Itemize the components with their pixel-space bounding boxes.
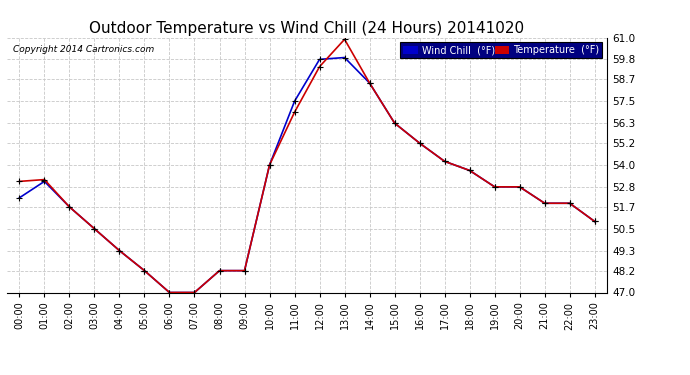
Text: Copyright 2014 Cartronics.com: Copyright 2014 Cartronics.com xyxy=(13,45,154,54)
Title: Outdoor Temperature vs Wind Chill (24 Hours) 20141020: Outdoor Temperature vs Wind Chill (24 Ho… xyxy=(90,21,524,36)
Legend: Wind Chill  (°F), Temperature  (°F): Wind Chill (°F), Temperature (°F) xyxy=(400,42,602,58)
